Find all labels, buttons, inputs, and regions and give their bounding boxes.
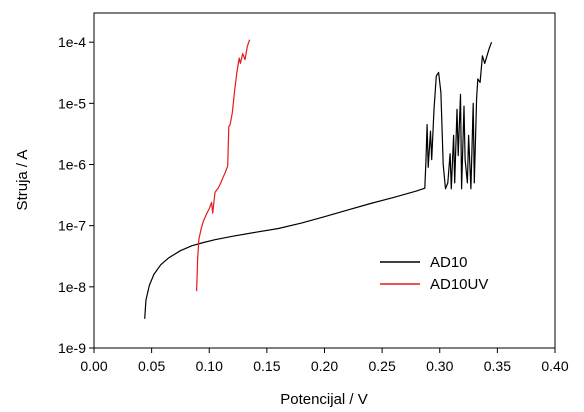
x-axis: 0.00 0.05 0.10 0.15 0.20 0.25 0.30 0.35 0.40: [80, 348, 569, 374]
legend-label: AD10UV: [430, 276, 488, 293]
y-tick-label: 1e-6: [58, 157, 86, 173]
x-tick-label: 0.30: [426, 358, 453, 374]
series-layer: [144, 39, 493, 319]
x-tick-label: 0.00: [80, 358, 107, 374]
x-tick-label: 0.20: [311, 358, 338, 374]
plot-frame: [93, 12, 556, 349]
x-axis-title: Potencijal / V: [280, 391, 368, 408]
series-line-ad10: [144, 41, 493, 319]
y-tick-label: 1e-9: [58, 340, 86, 356]
y-tick-label: 1e-7: [58, 218, 86, 234]
y-tick-label: 1e-4: [58, 34, 86, 50]
y-tick-label: 1e-5: [58, 95, 86, 111]
legend: AD10 AD10UV: [380, 254, 488, 293]
y-axis: 1e-9 1e-8 1e-7 1e-6 1e-5 1e-4: [58, 34, 94, 356]
x-tick-label: 0.15: [253, 358, 280, 374]
y-axis-title: Struja / A: [14, 150, 31, 211]
legend-label: AD10: [430, 254, 468, 271]
x-tick-label: 0.40: [541, 358, 568, 374]
x-tick-label: 0.05: [138, 358, 165, 374]
x-tick-label: 0.10: [196, 358, 223, 374]
x-tick-label: 0.35: [484, 358, 511, 374]
x-tick-label: 0.25: [369, 358, 396, 374]
series-line-ad10uv: [196, 39, 251, 292]
y-tick-label: 1e-8: [58, 279, 86, 295]
